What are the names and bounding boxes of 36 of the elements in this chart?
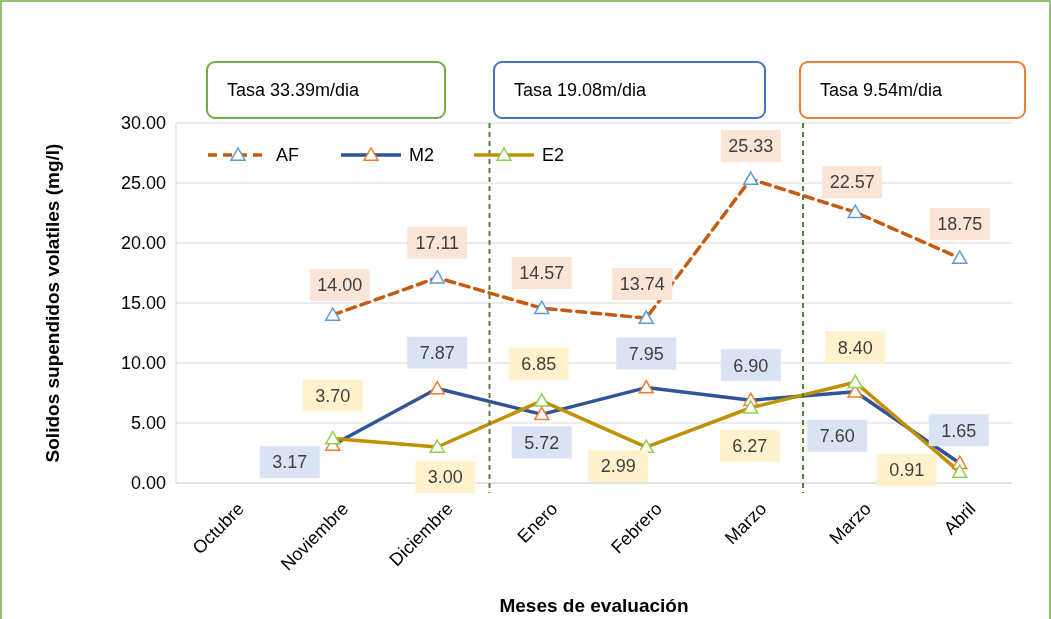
text: Tasa 33.39m/dia [227, 80, 361, 101]
y-axis-title: Solidos supendidos volatiles (mg/l) [41, 143, 63, 463]
text: Tasa 19.08m/dia [514, 80, 648, 101]
data-label: 7.95 [628, 343, 664, 364]
data-label: 7.87 [419, 342, 455, 363]
data-label: 17.11 [415, 232, 460, 253]
data-label: 0.91 [889, 460, 925, 481]
data-label: 6.90 [733, 355, 769, 376]
legend-label: AF [276, 145, 300, 166]
data-label: 3.17 [272, 452, 308, 473]
data-label: 7.60 [819, 426, 855, 447]
data-label: 14.00 [317, 275, 363, 296]
data-label: 1.65 [941, 420, 977, 441]
y-tick-label: 0.00 [130, 473, 166, 494]
x-axis-title: Meses de evaluación [499, 594, 689, 616]
y-tick-label: 5.00 [130, 413, 166, 434]
data-label: 14.57 [519, 263, 565, 284]
y-tick-label: 15.00 [120, 293, 166, 314]
data-label: 6.27 [732, 436, 768, 457]
y-tick-label: 25.00 [120, 173, 166, 194]
data-label: 6.85 [521, 354, 557, 375]
data-label: 5.72 [524, 432, 560, 453]
legend-label: E2 [542, 145, 565, 166]
y-tick-label: 20.00 [120, 233, 166, 254]
text: Tasa 9.54m/dia [820, 80, 944, 101]
data-label: 3.70 [315, 385, 351, 406]
y-tick-label: 10.00 [120, 353, 166, 374]
legend-label: M2 [409, 145, 435, 166]
data-label: 8.40 [837, 337, 873, 358]
y-tick-label: 30.00 [120, 113, 166, 134]
data-label: 2.99 [600, 456, 636, 477]
data-label: 13.74 [619, 274, 665, 295]
data-label: 22.57 [829, 172, 875, 193]
data-label: 18.75 [937, 214, 983, 235]
data-label: 3.00 [427, 467, 463, 488]
data-label: 25.33 [728, 136, 774, 157]
